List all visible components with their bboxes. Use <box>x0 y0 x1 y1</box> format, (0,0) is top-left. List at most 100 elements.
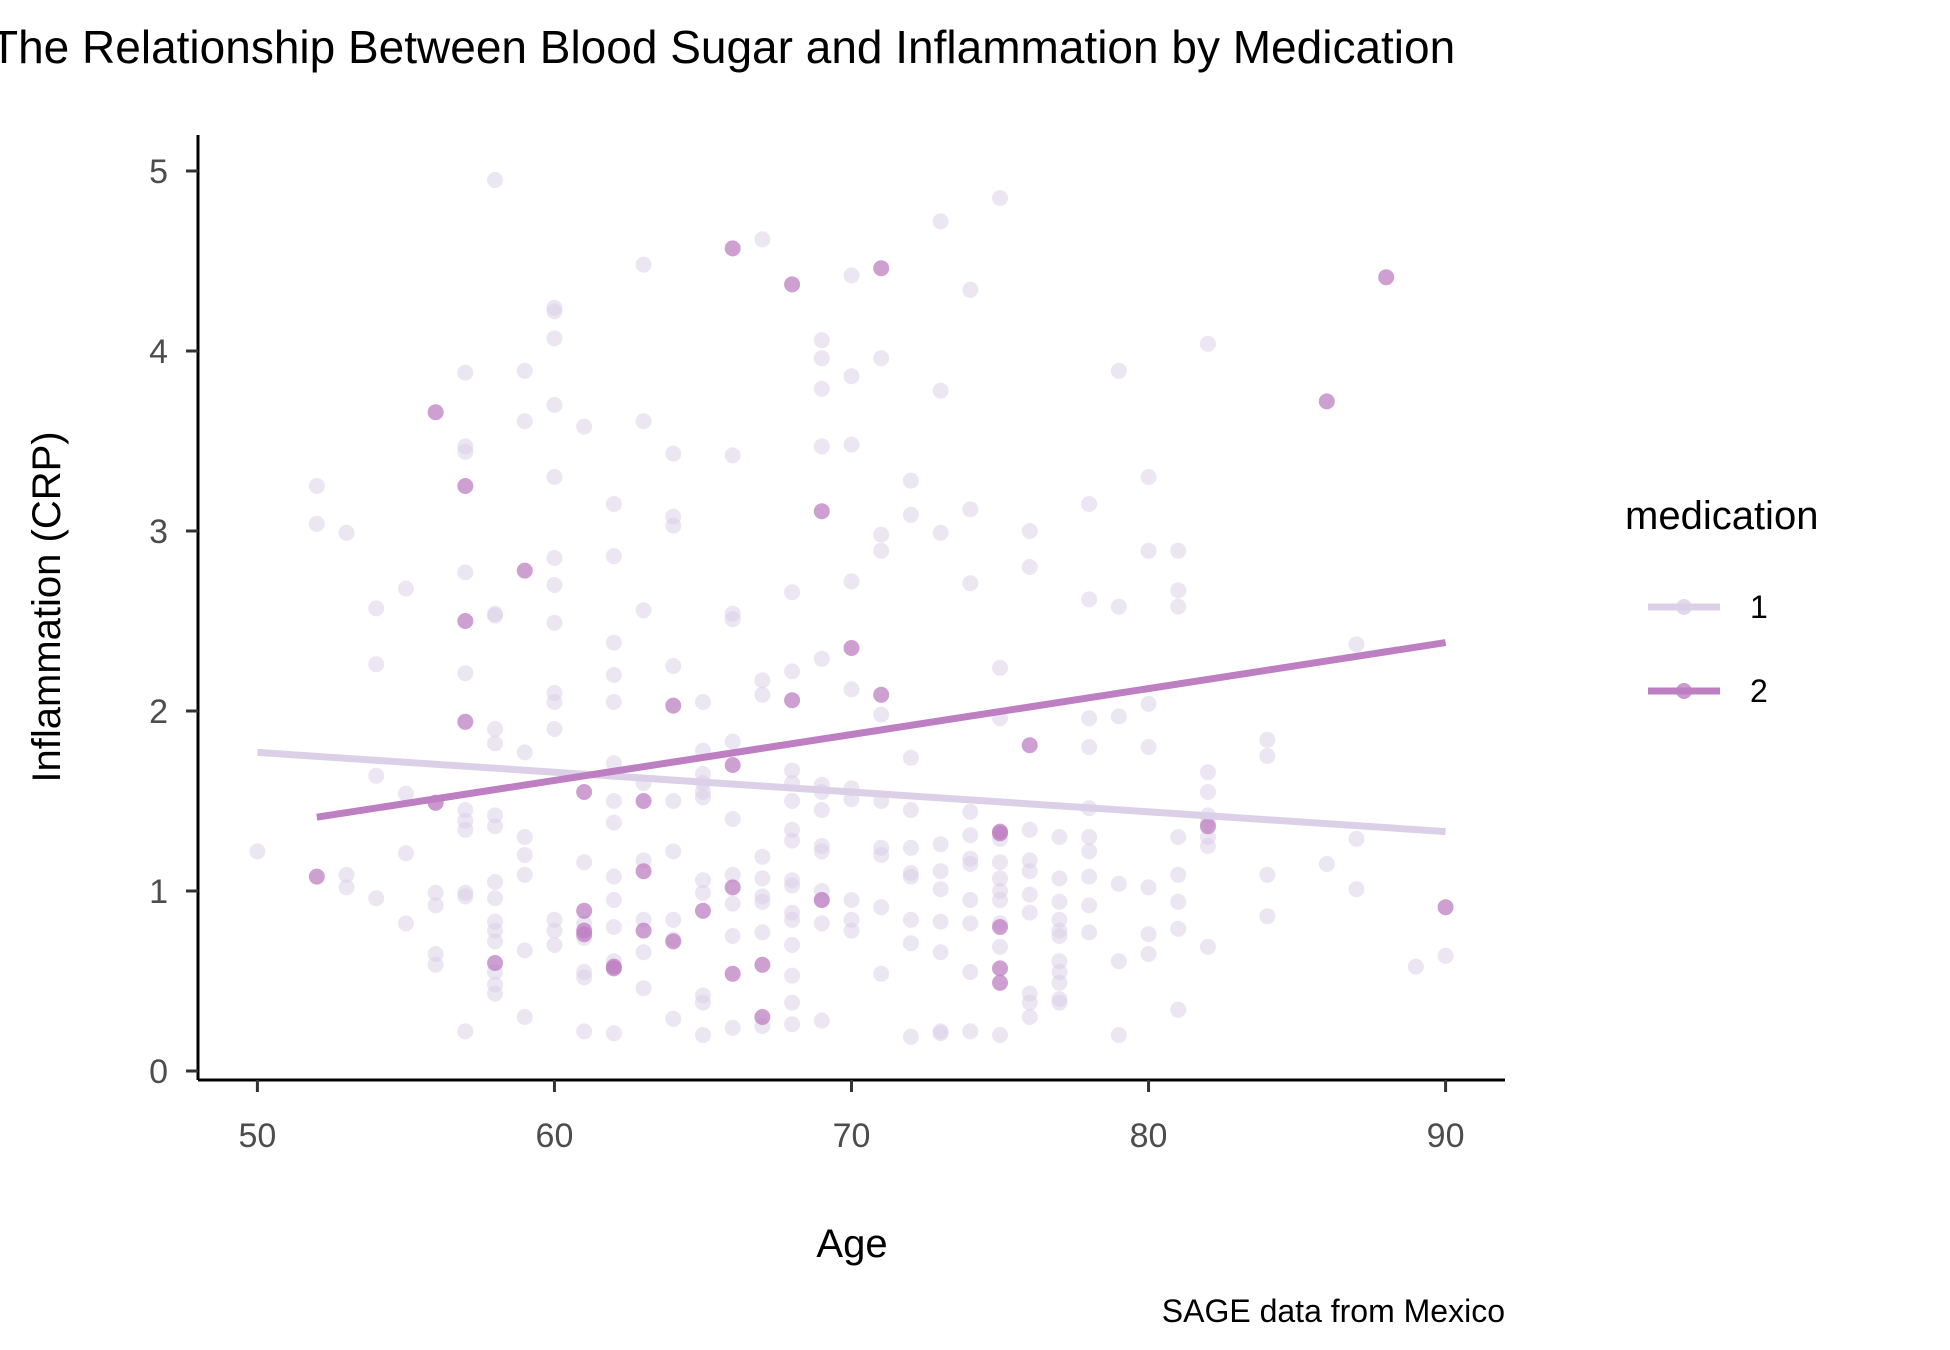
x-tick-label: 60 <box>536 1117 574 1155</box>
data-point <box>427 956 444 973</box>
data-point <box>724 895 741 912</box>
data-point <box>754 870 771 887</box>
data-point <box>754 848 771 865</box>
data-point <box>992 854 1009 871</box>
y-axis-ticks: 0 1 2 3 4 5 <box>149 153 198 1091</box>
data-point <box>1110 875 1127 892</box>
data-point <box>902 868 919 885</box>
data-point <box>992 974 1009 991</box>
data-point <box>1110 362 1127 379</box>
data-point <box>902 802 919 818</box>
data-point <box>1140 542 1157 559</box>
data-point <box>1437 947 1454 964</box>
data-point <box>1140 926 1157 943</box>
data-point <box>1021 737 1038 754</box>
data-point <box>843 892 860 908</box>
data-point <box>576 902 593 919</box>
data-point <box>1199 838 1216 854</box>
data-point <box>1081 924 1098 941</box>
data-point <box>813 843 830 860</box>
data-point <box>487 818 504 835</box>
y-tick-label: 3 <box>149 513 168 551</box>
data-point <box>487 874 504 890</box>
data-point <box>754 231 771 248</box>
data-point <box>992 960 1009 977</box>
data-point <box>1051 928 1068 944</box>
data-point <box>1021 863 1038 880</box>
data-point <box>1259 908 1276 925</box>
data-point <box>724 447 741 464</box>
data-point <box>992 825 1009 842</box>
data-point <box>724 757 741 773</box>
data-point <box>932 944 949 961</box>
x-axis-ticks: 50 60 70 80 90 <box>238 1080 1465 1155</box>
data-point <box>546 397 563 413</box>
data-point <box>1051 870 1068 887</box>
series-2-fit-line <box>316 639 1447 821</box>
data-point <box>992 870 1009 887</box>
data-point <box>1110 1027 1127 1043</box>
data-point <box>487 721 504 737</box>
data-point <box>1437 899 1454 916</box>
data-point <box>932 524 949 541</box>
data-point <box>873 526 890 543</box>
data-point <box>1081 496 1098 512</box>
data-point <box>873 686 890 703</box>
data-point <box>694 1027 711 1043</box>
data-point <box>397 580 414 597</box>
data-point <box>873 847 890 863</box>
data-point <box>902 472 919 489</box>
data-point <box>813 503 830 520</box>
x-tick-label: 70 <box>833 1117 871 1155</box>
data-point <box>724 879 741 896</box>
data-point <box>516 562 533 579</box>
data-point <box>1259 731 1276 748</box>
data-point <box>992 1027 1009 1043</box>
x-tick-label: 50 <box>238 1117 276 1155</box>
legend-label: 1 <box>1750 589 1768 625</box>
data-point <box>1081 710 1098 727</box>
legend-title: medication <box>1625 494 1818 538</box>
data-point <box>754 1009 771 1025</box>
data-point <box>992 190 1009 206</box>
data-point <box>427 897 444 914</box>
data-point <box>902 935 919 952</box>
data-point <box>1081 591 1098 608</box>
data-point <box>754 672 771 689</box>
data-point <box>784 584 801 601</box>
data-point <box>308 478 325 494</box>
data-point <box>694 902 711 919</box>
data-point <box>724 733 741 750</box>
data-point <box>784 793 801 809</box>
data-point <box>724 611 741 628</box>
data-point <box>546 614 563 631</box>
data-point <box>932 382 949 399</box>
data-point <box>1140 946 1157 962</box>
data-point <box>635 922 652 939</box>
data-point <box>487 890 504 907</box>
data-point <box>427 404 444 421</box>
data-point <box>694 884 711 901</box>
data-point <box>932 1025 949 1042</box>
data-point <box>605 548 622 565</box>
data-point <box>784 967 801 984</box>
data-point <box>724 965 741 982</box>
data-point <box>546 303 563 320</box>
data-point <box>605 892 622 908</box>
legend-item-2: 2 <box>1648 673 1768 709</box>
legend-swatch-point <box>1676 683 1692 699</box>
legend: medication 1 2 <box>1625 494 1818 709</box>
data-point <box>784 663 801 680</box>
data-point <box>1021 559 1038 575</box>
data-point <box>873 899 890 916</box>
data-point <box>665 1010 682 1027</box>
data-point <box>457 443 474 460</box>
data-point <box>338 866 355 883</box>
data-point <box>1110 598 1127 615</box>
data-point <box>576 418 593 435</box>
data-point <box>635 944 652 961</box>
data-point <box>338 524 355 541</box>
data-point <box>457 665 474 682</box>
data-point <box>427 884 444 901</box>
data-point <box>457 564 474 581</box>
